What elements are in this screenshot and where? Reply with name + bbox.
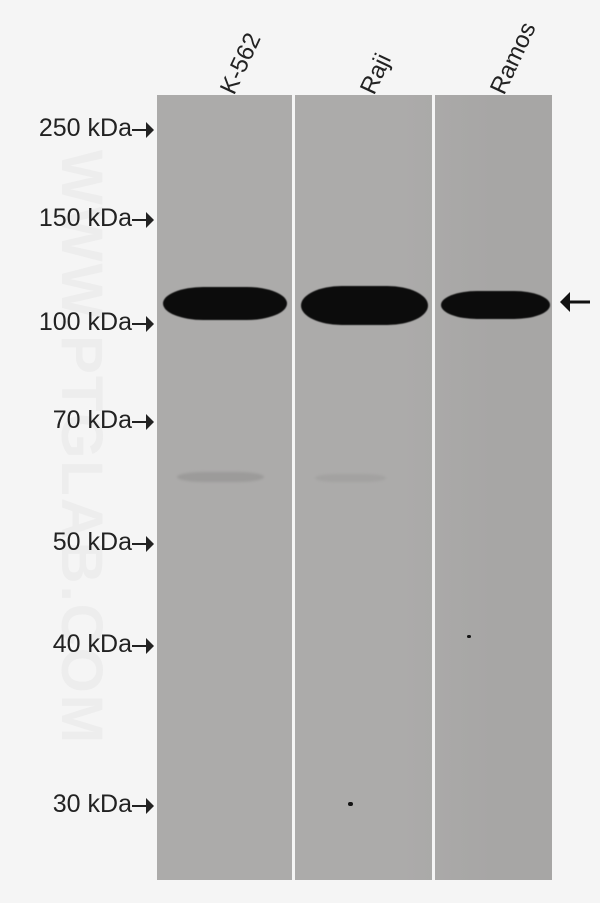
- arrow-right-icon: [132, 790, 154, 819]
- blot-membrane: [157, 95, 552, 880]
- mw-marker: 40 kDa: [53, 630, 154, 660]
- arrow-right-icon: [132, 308, 154, 337]
- target-band-arrow: [560, 292, 590, 317]
- mw-marker-text: 50 kDa: [53, 528, 132, 556]
- mw-marker: 150 kDa: [39, 204, 154, 234]
- mw-marker-text: 250 kDa: [39, 114, 132, 142]
- mw-marker: 50 kDa: [53, 528, 154, 558]
- blot-figure: WWW.PTGLAB.COM K-562RajiRamos 250 kDa150…: [0, 0, 600, 903]
- mw-marker-text: 40 kDa: [53, 630, 132, 658]
- lane-label: Ramos: [485, 18, 543, 99]
- protein-band: [163, 287, 287, 320]
- mw-marker: 70 kDa: [53, 406, 154, 436]
- arrow-right-icon: [132, 406, 154, 435]
- mw-marker: 100 kDa: [39, 308, 154, 338]
- faint-band: [315, 474, 386, 482]
- arrow-right-icon: [132, 528, 154, 557]
- protein-band: [301, 286, 427, 325]
- lane-gap: [292, 95, 295, 880]
- arrow-right-icon: [132, 114, 154, 143]
- lane-gap: [432, 95, 435, 880]
- mw-marker: 30 kDa: [53, 790, 154, 820]
- mw-marker-text: 30 kDa: [53, 790, 132, 818]
- faint-band: [177, 472, 264, 482]
- blot-shade: [402, 95, 552, 880]
- lane-label: Raji: [355, 50, 398, 99]
- mw-marker-text: 70 kDa: [53, 406, 132, 434]
- protein-band: [441, 291, 550, 318]
- mw-marker: 250 kDa: [39, 114, 154, 144]
- arrow-right-icon: [132, 204, 154, 233]
- mw-marker-text: 100 kDa: [39, 308, 132, 336]
- arrow-right-icon: [132, 630, 154, 659]
- mw-marker-text: 150 kDa: [39, 204, 132, 232]
- lane-label: K-562: [215, 29, 267, 99]
- speck: [348, 802, 353, 807]
